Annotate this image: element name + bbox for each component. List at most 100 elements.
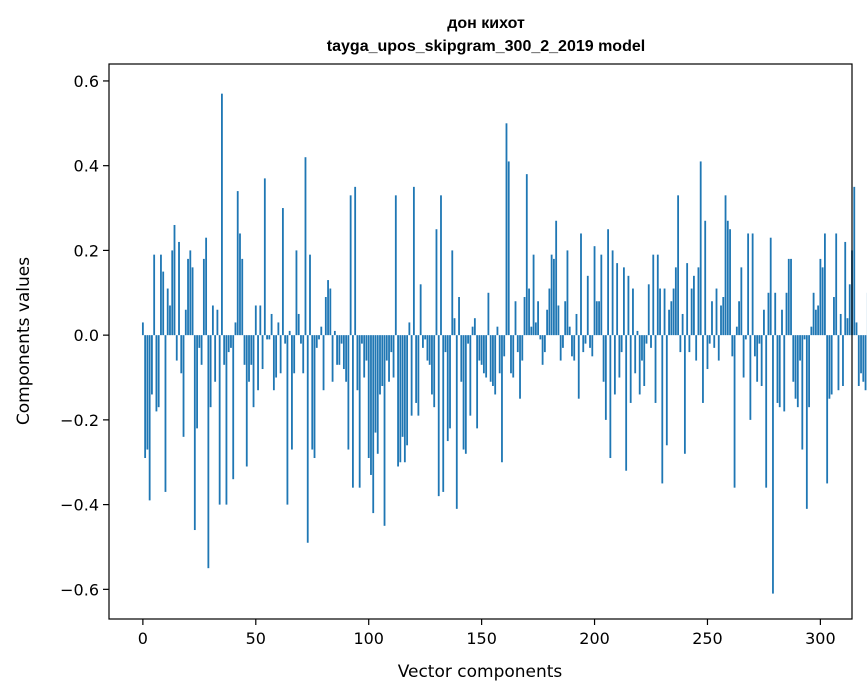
bar	[767, 292, 770, 336]
bar	[519, 335, 521, 399]
bar	[422, 335, 424, 348]
bar	[437, 335, 440, 497]
bar	[227, 335, 230, 353]
bar	[184, 309, 187, 336]
bar	[180, 335, 183, 374]
bar	[467, 335, 469, 344]
bar	[187, 258, 189, 336]
bar	[848, 284, 851, 336]
bar	[141, 322, 144, 336]
bar	[733, 335, 736, 488]
bar	[735, 326, 738, 336]
bar	[263, 178, 266, 336]
bar	[769, 237, 772, 336]
bar	[446, 335, 449, 442]
bar	[428, 335, 431, 365]
bar	[753, 335, 756, 357]
bar	[189, 250, 192, 336]
bar	[383, 335, 386, 526]
bar	[695, 335, 698, 361]
bar	[309, 254, 311, 336]
bar	[679, 335, 682, 353]
bar	[487, 292, 490, 336]
bar	[785, 292, 788, 336]
bar	[781, 309, 783, 336]
bar	[157, 335, 160, 408]
bar	[286, 335, 289, 505]
bar	[419, 284, 422, 336]
bar	[367, 335, 370, 459]
bar	[731, 335, 734, 357]
bar	[214, 335, 217, 382]
bar	[250, 335, 253, 365]
bar	[805, 335, 808, 509]
y-tick-label: 0.6	[74, 72, 99, 91]
bar	[392, 335, 395, 378]
x-tick-label: 250	[692, 629, 723, 648]
bar	[740, 267, 743, 336]
bar	[534, 322, 537, 336]
bar	[568, 326, 571, 336]
bar	[776, 335, 779, 403]
bar	[772, 335, 774, 594]
bar	[720, 305, 722, 336]
bar	[291, 335, 293, 450]
bar	[270, 313, 273, 336]
bar	[417, 335, 420, 416]
bar	[284, 335, 287, 344]
bar	[663, 288, 666, 336]
bar	[365, 335, 368, 361]
bar	[196, 335, 198, 429]
bar	[620, 335, 623, 353]
bar	[426, 335, 429, 361]
bar	[329, 288, 332, 336]
bar	[824, 233, 826, 336]
chart-subtitle: tayga_upos_skipgram_300_2_2019 model	[327, 38, 645, 55]
bar	[844, 241, 847, 336]
bar	[397, 335, 399, 467]
bar	[627, 275, 630, 336]
bar	[453, 318, 456, 336]
bar	[236, 191, 239, 336]
bar	[415, 335, 418, 403]
bar	[361, 335, 363, 344]
bar	[144, 335, 147, 459]
bar	[543, 335, 546, 353]
bar	[175, 335, 178, 361]
bar	[724, 195, 727, 336]
bar	[792, 335, 795, 382]
bar	[819, 258, 822, 336]
bar	[846, 318, 849, 336]
bar	[266, 335, 268, 340]
bar	[221, 93, 223, 336]
bar	[742, 335, 745, 378]
bar	[444, 335, 447, 353]
bar	[433, 335, 436, 408]
y-tick-label: −0.6	[60, 580, 99, 599]
bar	[178, 241, 180, 336]
bar	[557, 305, 560, 336]
bar	[480, 335, 483, 365]
bar	[234, 322, 237, 336]
bar	[573, 335, 576, 361]
bar	[408, 322, 411, 336]
bar	[634, 335, 637, 374]
bar	[259, 305, 262, 336]
x-tick-label: 200	[579, 629, 610, 648]
bar	[485, 335, 488, 378]
x-tick-label: 300	[805, 629, 836, 648]
bar	[738, 301, 740, 336]
bar	[839, 313, 842, 336]
bar	[571, 335, 573, 357]
bar	[345, 335, 348, 382]
bar	[302, 335, 305, 374]
bar	[198, 335, 201, 348]
x-tick-label: 50	[246, 629, 266, 648]
bar	[808, 335, 810, 408]
bar	[401, 335, 404, 437]
bar	[243, 335, 246, 365]
bar	[546, 309, 549, 336]
bar	[812, 292, 815, 336]
bar	[677, 195, 680, 336]
